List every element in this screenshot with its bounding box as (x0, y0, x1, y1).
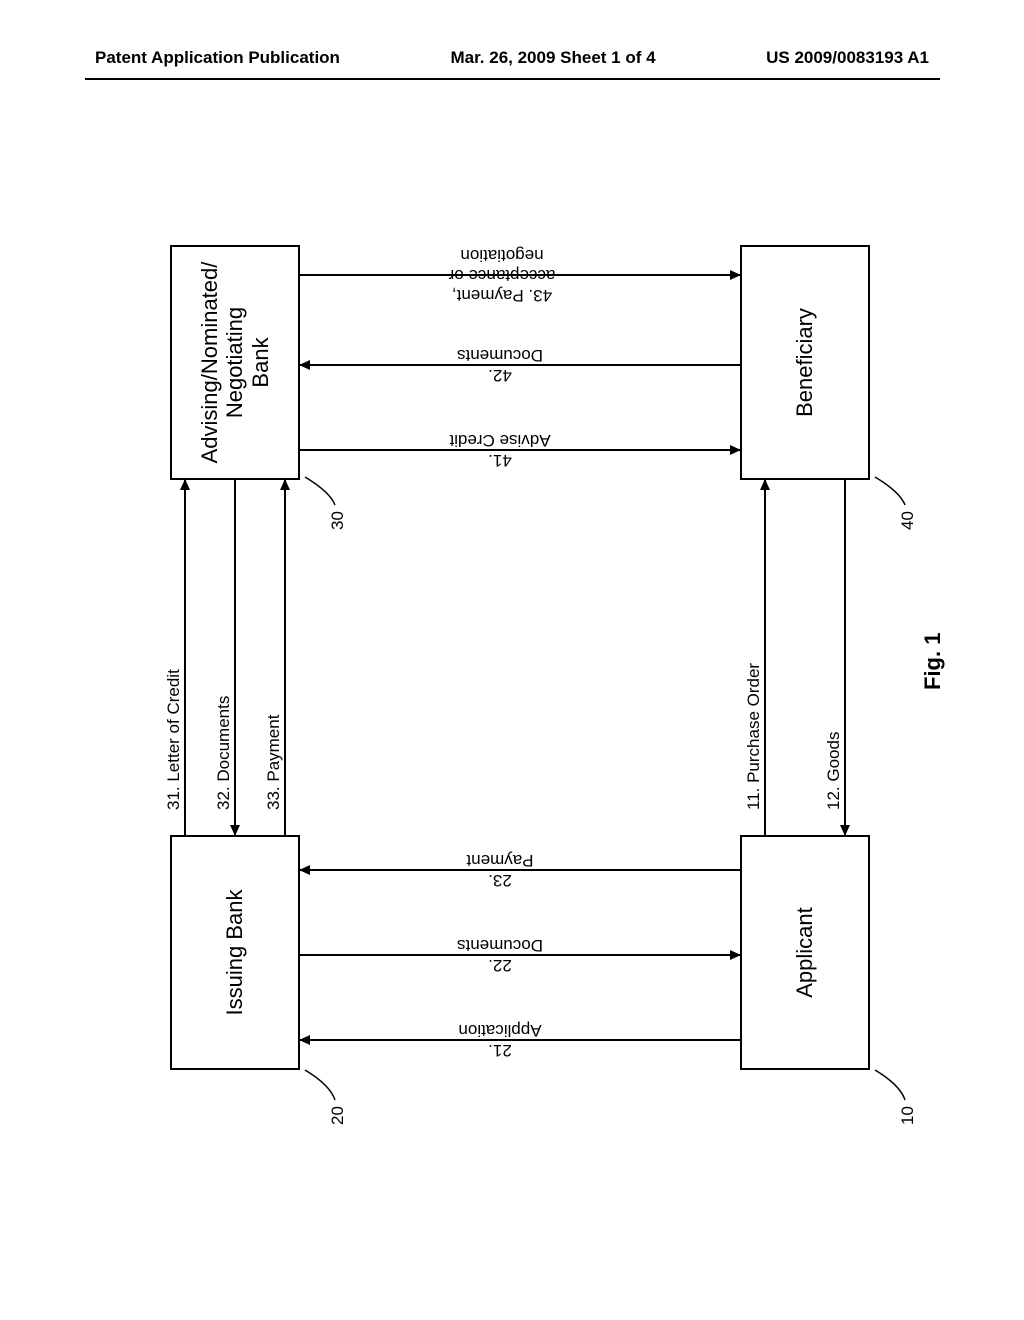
ref-number: 40 (898, 511, 918, 530)
ref-number: 10 (898, 1106, 918, 1125)
arrow-label: 11. Purchase Order (744, 663, 764, 810)
arrow-label: 12. Goods (824, 732, 844, 810)
arrow-label: 22. Documents (450, 935, 550, 975)
page-header: Patent Application Publication Mar. 26, … (0, 48, 1024, 68)
arrow-label: 41. Advise Credit (445, 430, 555, 470)
header-right: US 2009/0083193 A1 (766, 48, 929, 68)
ref-number: 30 (328, 511, 348, 530)
figure-1: Issuing Bank Advising/Nominated/ Negotia… (20, 310, 1020, 1010)
header-left: Patent Application Publication (95, 48, 340, 68)
arrow-label: 21. Application (450, 1020, 550, 1060)
arrows-svg (20, 310, 1020, 1010)
arrow-label: 31. Letter of Credit (164, 669, 184, 810)
arrow-label: 42. Documents (445, 345, 555, 385)
header-rule (85, 78, 940, 80)
arrow-label: 33. Payment (264, 715, 284, 810)
header-center: Mar. 26, 2009 Sheet 1 of 4 (451, 48, 656, 68)
ref-number: 20 (328, 1106, 348, 1125)
arrow-label: 23. Payment (450, 850, 550, 890)
arrow-label: 43. Payment, acceptance or negotiation (442, 245, 562, 305)
figure-label: Fig. 1 (920, 633, 946, 690)
arrow-label: 32. Documents (214, 696, 234, 810)
